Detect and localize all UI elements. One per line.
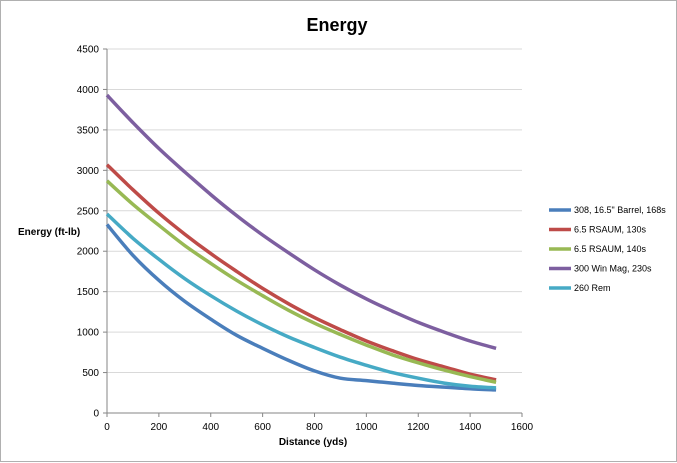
- x-tick-label: 400: [202, 422, 219, 433]
- y-tick-label: 2500: [77, 206, 100, 217]
- legend-label-2: 6.5 RSAUM, 130s: [574, 225, 647, 235]
- y-tick-label: 4500: [77, 45, 100, 56]
- series-line-2: [105, 163, 497, 382]
- x-tick-label: 800: [306, 422, 323, 433]
- series-line-4: [105, 93, 497, 350]
- y-tick-label: 4000: [77, 85, 100, 96]
- x-tick-label: 600: [254, 422, 271, 433]
- series-line-5: [105, 212, 497, 390]
- legend-label-1: 308, 16.5" Barrel, 168s: [574, 205, 666, 215]
- axes: [103, 48, 523, 417]
- y-tick-label: 3000: [77, 166, 100, 177]
- legend: 308, 16.5" Barrel, 168s 6.5 RSAUM, 130s 6.…: [549, 205, 666, 293]
- legend-label-3: 6.5 RSAUM, 140s: [574, 244, 647, 254]
- x-tick-label: 0: [104, 422, 110, 433]
- legend-label-4: 300 Win Mag, 230s: [574, 264, 652, 274]
- legend-label-5: 260 Rem: [574, 283, 611, 293]
- y-tick-label: 1500: [77, 287, 100, 298]
- x-tick-label: 1200: [407, 422, 430, 433]
- series-lines: [105, 93, 497, 392]
- y-tick-label: 500: [82, 368, 99, 379]
- y-tick-labels: 0 500 1000 1500 2000 2500 3000 3500 4000 4500: [77, 45, 100, 420]
- x-tick-label: 1000: [355, 422, 378, 433]
- y-tick-label: 3500: [77, 125, 100, 136]
- series-line-1: [105, 223, 497, 392]
- gridlines: [107, 48, 522, 374]
- y-tick-label: 0: [93, 409, 99, 420]
- x-tick-label: 200: [151, 422, 168, 433]
- chart-title: Energy: [306, 15, 367, 35]
- x-tick-label: 1400: [459, 422, 482, 433]
- x-axis-label: Distance (yds): [279, 437, 347, 448]
- y-tick-label: 2000: [77, 247, 100, 258]
- series-line-3: [105, 179, 497, 385]
- x-tick-label: 1600: [511, 422, 534, 433]
- y-axis-label: Energy (ft-lb): [18, 227, 80, 238]
- y-tick-label: 1000: [77, 328, 100, 339]
- x-tick-labels: 0 200 400 600 800 1000 1200 1400 1600: [104, 422, 533, 433]
